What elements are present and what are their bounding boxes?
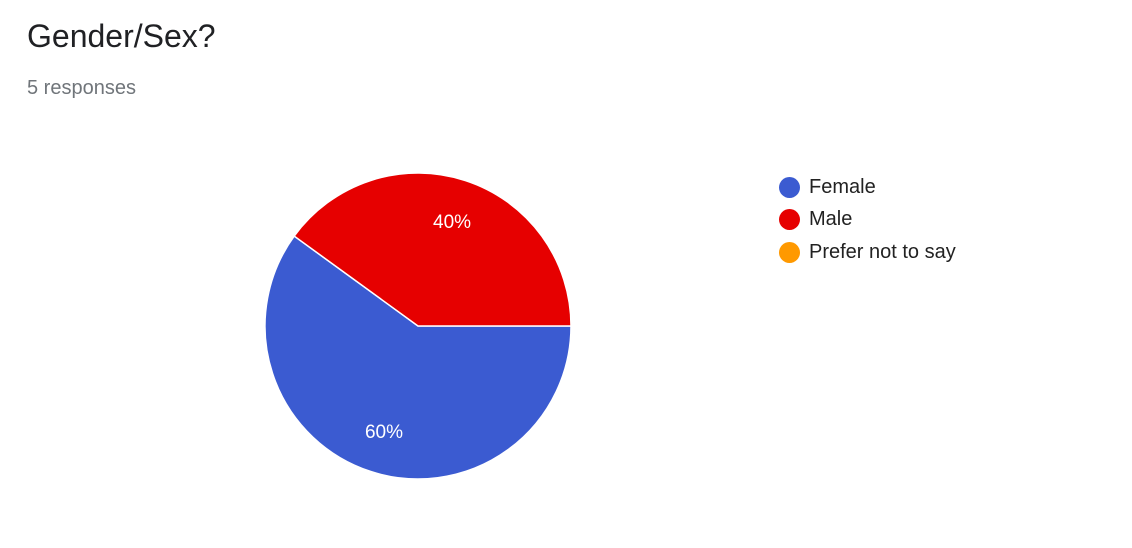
- legend-swatch-icon: [779, 209, 800, 231]
- legend-label: Male: [809, 208, 853, 231]
- legend-item[interactable]: Male: [779, 204, 956, 237]
- response-count: 5 responses: [27, 77, 136, 99]
- pie-slice-male[interactable]: [293, 172, 572, 327]
- legend: Female Male Prefer not to say: [779, 171, 956, 269]
- pie-slice-female[interactable]: [264, 235, 572, 480]
- legend-swatch-icon: [779, 176, 800, 198]
- legend-label: Prefer not to say: [809, 240, 956, 263]
- question-title: Gender/Sex?: [27, 18, 216, 54]
- legend-swatch-icon: [779, 241, 800, 263]
- legend-item[interactable]: Female: [779, 171, 956, 204]
- legend-item[interactable]: Prefer not to say: [779, 236, 956, 269]
- legend-label: Female: [809, 175, 876, 198]
- data-label: 60%: [365, 422, 403, 443]
- data-label: 40%: [433, 212, 471, 233]
